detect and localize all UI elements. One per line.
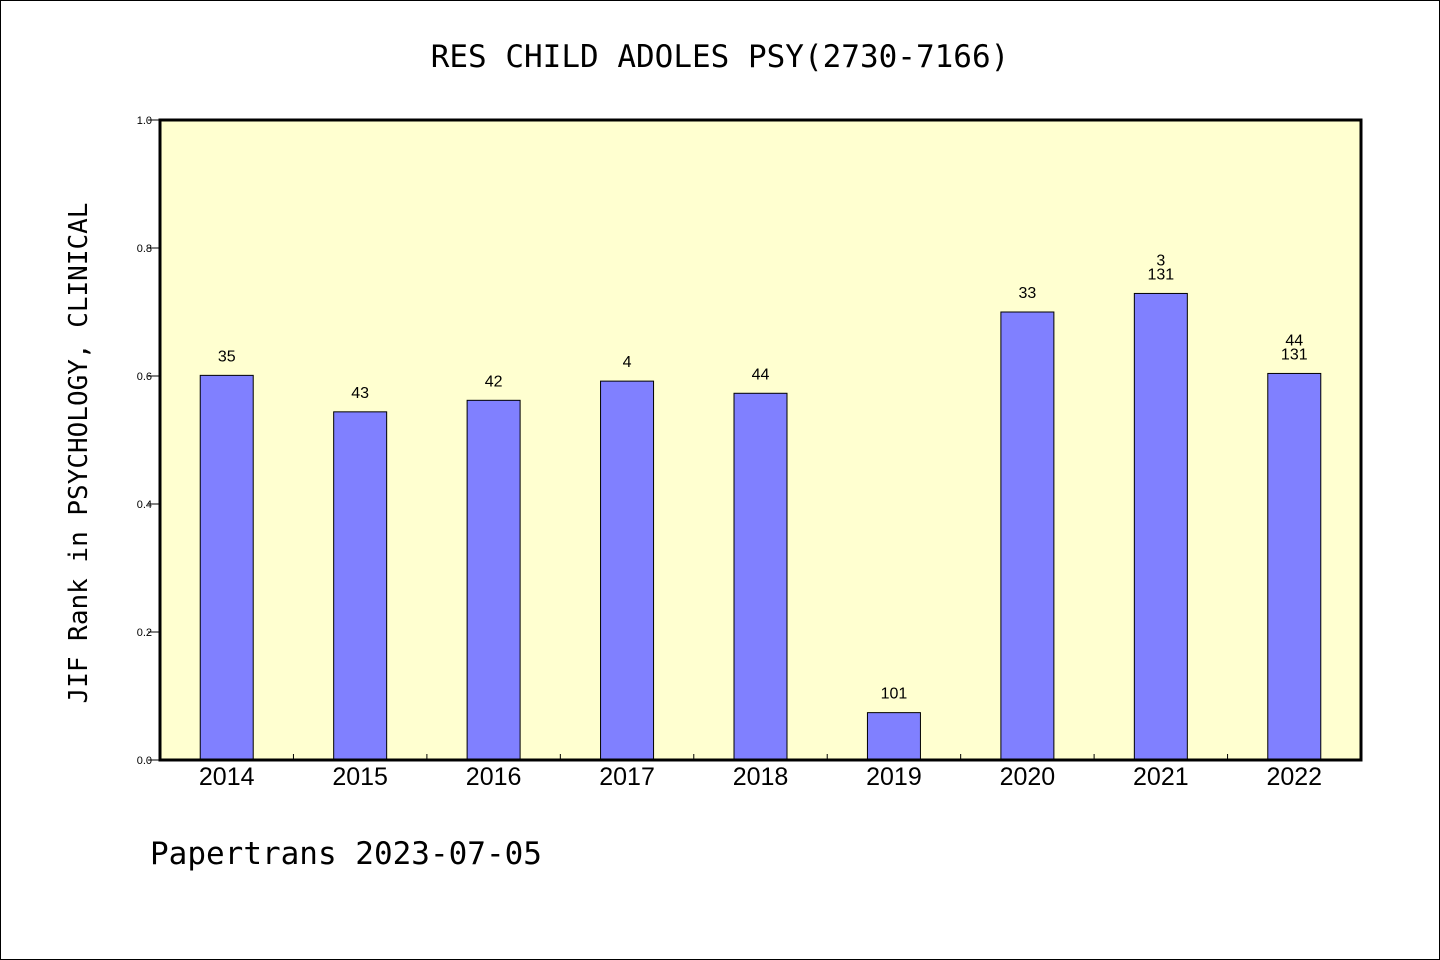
bar-2021 [1133, 292, 1188, 761]
data-label-2018: 44 [752, 366, 770, 383]
x-tick-label-2015: 2015 [332, 763, 388, 791]
bar-2014 [199, 374, 254, 761]
x-tick-label-2019: 2019 [866, 763, 922, 791]
bar-2022 [1267, 372, 1322, 761]
x-tick-label-2020: 2020 [1000, 763, 1056, 791]
data-label-2019: 101 [881, 686, 908, 703]
data-label-2022-2: 131 [1281, 346, 1308, 363]
bar-2020 [1000, 311, 1055, 761]
y-tick-label-0.0: 0.0 [137, 755, 152, 767]
x-tick-label-2016: 2016 [466, 763, 522, 791]
y-tick-label-0.6: 0.6 [137, 371, 152, 383]
y-tick-label-0.2: 0.2 [137, 627, 152, 639]
footer-credit: Papertrans 2023-07-05 [150, 836, 542, 872]
bar-2018 [733, 392, 788, 761]
data-label-2021-1: 3 [1156, 252, 1165, 269]
plot-border [158, 118, 1363, 762]
axes-layer: 2014 2015 2016 2017 2018 2019 2020 2021 2022 0.0 0… [137, 115, 1322, 791]
bar-2015 [333, 411, 388, 761]
bar-2017 [600, 380, 655, 761]
data-label-2016: 42 [485, 373, 503, 390]
bar-2019 [866, 712, 921, 761]
bar-2016 [466, 399, 521, 761]
data-label-2017: 4 [623, 354, 632, 371]
x-tick-label-2018: 2018 [733, 763, 789, 791]
data-label-2015: 43 [351, 385, 369, 402]
x-tick-label-2014: 2014 [199, 763, 255, 791]
y-tick-label-1.0: 1.0 [137, 115, 152, 127]
data-label-2014: 35 [218, 348, 236, 365]
data-label-2020: 33 [1018, 285, 1036, 302]
x-tick-label-2021: 2021 [1133, 763, 1189, 791]
y-tick-label-0.8: 0.8 [137, 243, 152, 255]
x-tick-label-2022: 2022 [1266, 763, 1322, 791]
y-axis-label: JIF Rank in PSYCHOLOGY, CLINICAL [64, 203, 94, 704]
y-tick-label-0.4: 0.4 [137, 499, 152, 511]
chart-title: RES CHILD ADOLES PSY(2730-7166) [431, 39, 1010, 75]
x-tick-label-2017: 2017 [599, 763, 655, 791]
data-label-2021-2: 131 [1147, 266, 1174, 283]
data-label-2022-1: 44 [1285, 332, 1303, 349]
